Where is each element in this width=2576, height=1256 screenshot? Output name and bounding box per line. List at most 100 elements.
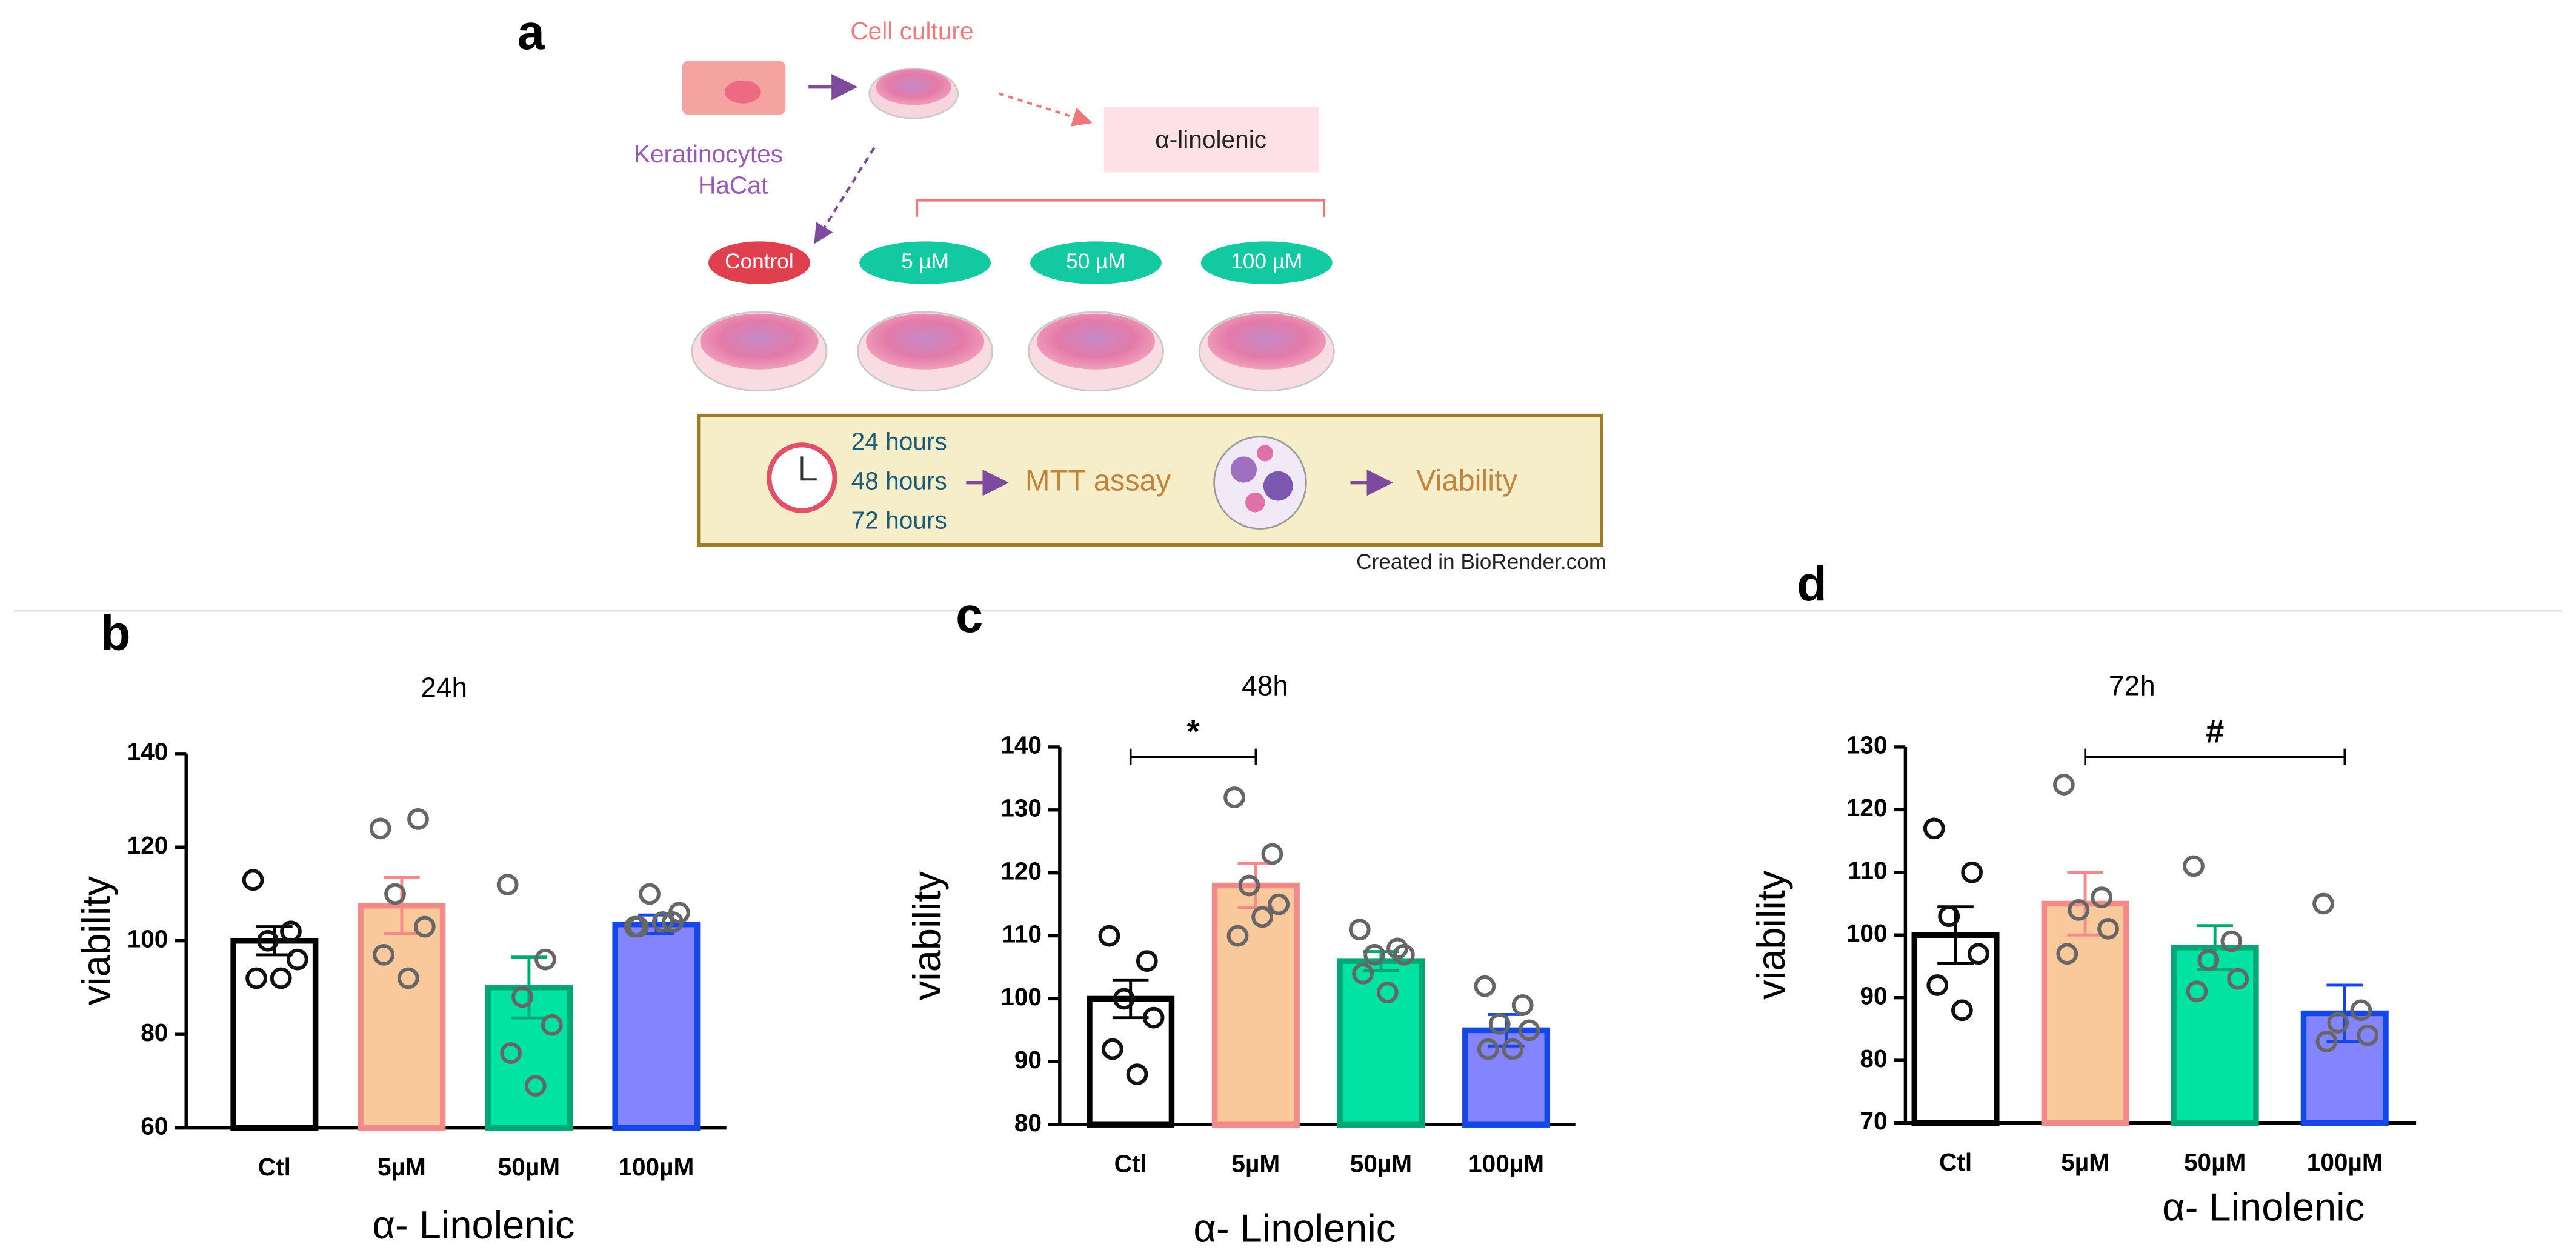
bar [2041, 900, 2129, 1126]
data-point [2056, 943, 2078, 965]
arrow [998, 92, 1093, 127]
y-tick-label: 80 [1860, 1045, 1887, 1072]
y-tick-label: 80 [1014, 1109, 1042, 1137]
data-point [668, 902, 690, 924]
y-axis-label: viability [1749, 870, 1793, 1000]
time-label: 48 hours [851, 467, 947, 494]
y-tick-label: 140 [127, 738, 168, 766]
significance-label: # [2206, 714, 2224, 750]
data-point [2197, 949, 2220, 971]
bar [358, 903, 446, 1131]
data-point [2183, 855, 2205, 877]
group-label: 100 µM [1231, 250, 1302, 273]
cell-dot [1257, 445, 1274, 462]
data-point [2097, 918, 2119, 940]
data-point [1142, 1006, 1165, 1029]
y-tick-label: 100 [1000, 983, 1042, 1011]
data-point [1961, 861, 1983, 883]
data-point [541, 1014, 563, 1036]
data-point [1502, 1038, 1524, 1060]
chart-title: 48h [1242, 670, 1288, 702]
chart-title: 24h [421, 671, 467, 703]
data-point [270, 967, 292, 989]
arrow [814, 147, 876, 244]
outcome-label: Viability [1416, 465, 1518, 497]
y-tick-label: 110 [1848, 857, 1888, 885]
assay-label: MTT assay [1025, 465, 1171, 497]
compound-box [1104, 107, 1319, 173]
x-tick-label: Ctl [1114, 1150, 1147, 1178]
data-point [1136, 950, 1158, 972]
x-axis-label: α- Linolenic [2162, 1185, 2365, 1229]
data-point [1348, 919, 1371, 941]
data-point [2357, 1024, 2379, 1046]
panel-label: d [1797, 557, 1827, 612]
panel-label: a [518, 5, 545, 60]
data-point [369, 817, 391, 840]
data-point [1474, 975, 1496, 997]
x-axis-label: α- Linolenic [1193, 1206, 1396, 1251]
assay-box [696, 413, 1603, 547]
x-tick-label: 5µM [2061, 1148, 2109, 1176]
data-point [1126, 1063, 1148, 1085]
dish-icon [1207, 313, 1326, 370]
data-point [2350, 999, 2372, 1022]
dish-icon [700, 313, 819, 370]
data-point [280, 920, 302, 943]
data-point [2220, 930, 2243, 952]
data-point [2052, 774, 2075, 796]
cell-dot [1230, 456, 1257, 483]
y-tick-label: 120 [1846, 794, 1888, 822]
group-label: 5 µM [901, 250, 949, 273]
clock-hands [800, 456, 817, 481]
data-point [1477, 1038, 1499, 1060]
nucleus-icon [725, 80, 761, 104]
bracket [916, 199, 1326, 217]
time-label: 72 hours [851, 506, 947, 534]
x-tick-label: 50µM [1350, 1150, 1412, 1178]
data-point [245, 967, 267, 989]
data-point [1938, 905, 1960, 928]
data-point [1968, 943, 1989, 965]
data-point [639, 883, 661, 905]
x-tick-label: 100µM [1468, 1150, 1544, 1178]
data-point [1386, 937, 1408, 960]
x-axis-label: α- Linolenic [372, 1203, 574, 1247]
data-point [384, 883, 406, 905]
chart-title: 72h [2109, 670, 2155, 702]
cell-culture-label: Cell culture [850, 17, 973, 45]
bar [230, 937, 319, 1131]
y-tick-label: 130 [1000, 794, 1042, 822]
group-label: Control [725, 250, 794, 273]
compound-label: α-linolenic [1155, 125, 1266, 153]
dish-icon [1036, 313, 1156, 370]
data-point [511, 986, 533, 1008]
cell-type: Keratinocytes [634, 140, 783, 168]
data-point [407, 808, 429, 830]
panel-label: b [101, 606, 131, 661]
y-tick-label: 100 [1846, 919, 1888, 947]
data-point [257, 929, 279, 952]
x-tick-label: 50µM [2184, 1148, 2246, 1176]
data-point [1113, 988, 1135, 1010]
data-point [1352, 963, 1374, 985]
x-tick-label: 100µM [2307, 1148, 2383, 1176]
x-tick-label: 50µM [498, 1153, 560, 1181]
data-point [1268, 893, 1290, 915]
cell-dot [1263, 471, 1293, 501]
group-label: 50 µM [1066, 250, 1126, 273]
data-point [2186, 980, 2208, 1003]
data-point [524, 1075, 547, 1097]
data-point [1226, 925, 1249, 947]
y-tick-label: 90 [1860, 982, 1887, 1009]
data-point [627, 915, 649, 938]
bar [612, 921, 701, 1131]
panel-label: c [956, 588, 983, 643]
cell-dot [1245, 492, 1265, 513]
data-point [242, 869, 264, 891]
data-point [651, 911, 674, 933]
data-point [2315, 1031, 2338, 1052]
x-tick-label: Ctl [1939, 1148, 1972, 1176]
data-point [1251, 906, 1274, 928]
